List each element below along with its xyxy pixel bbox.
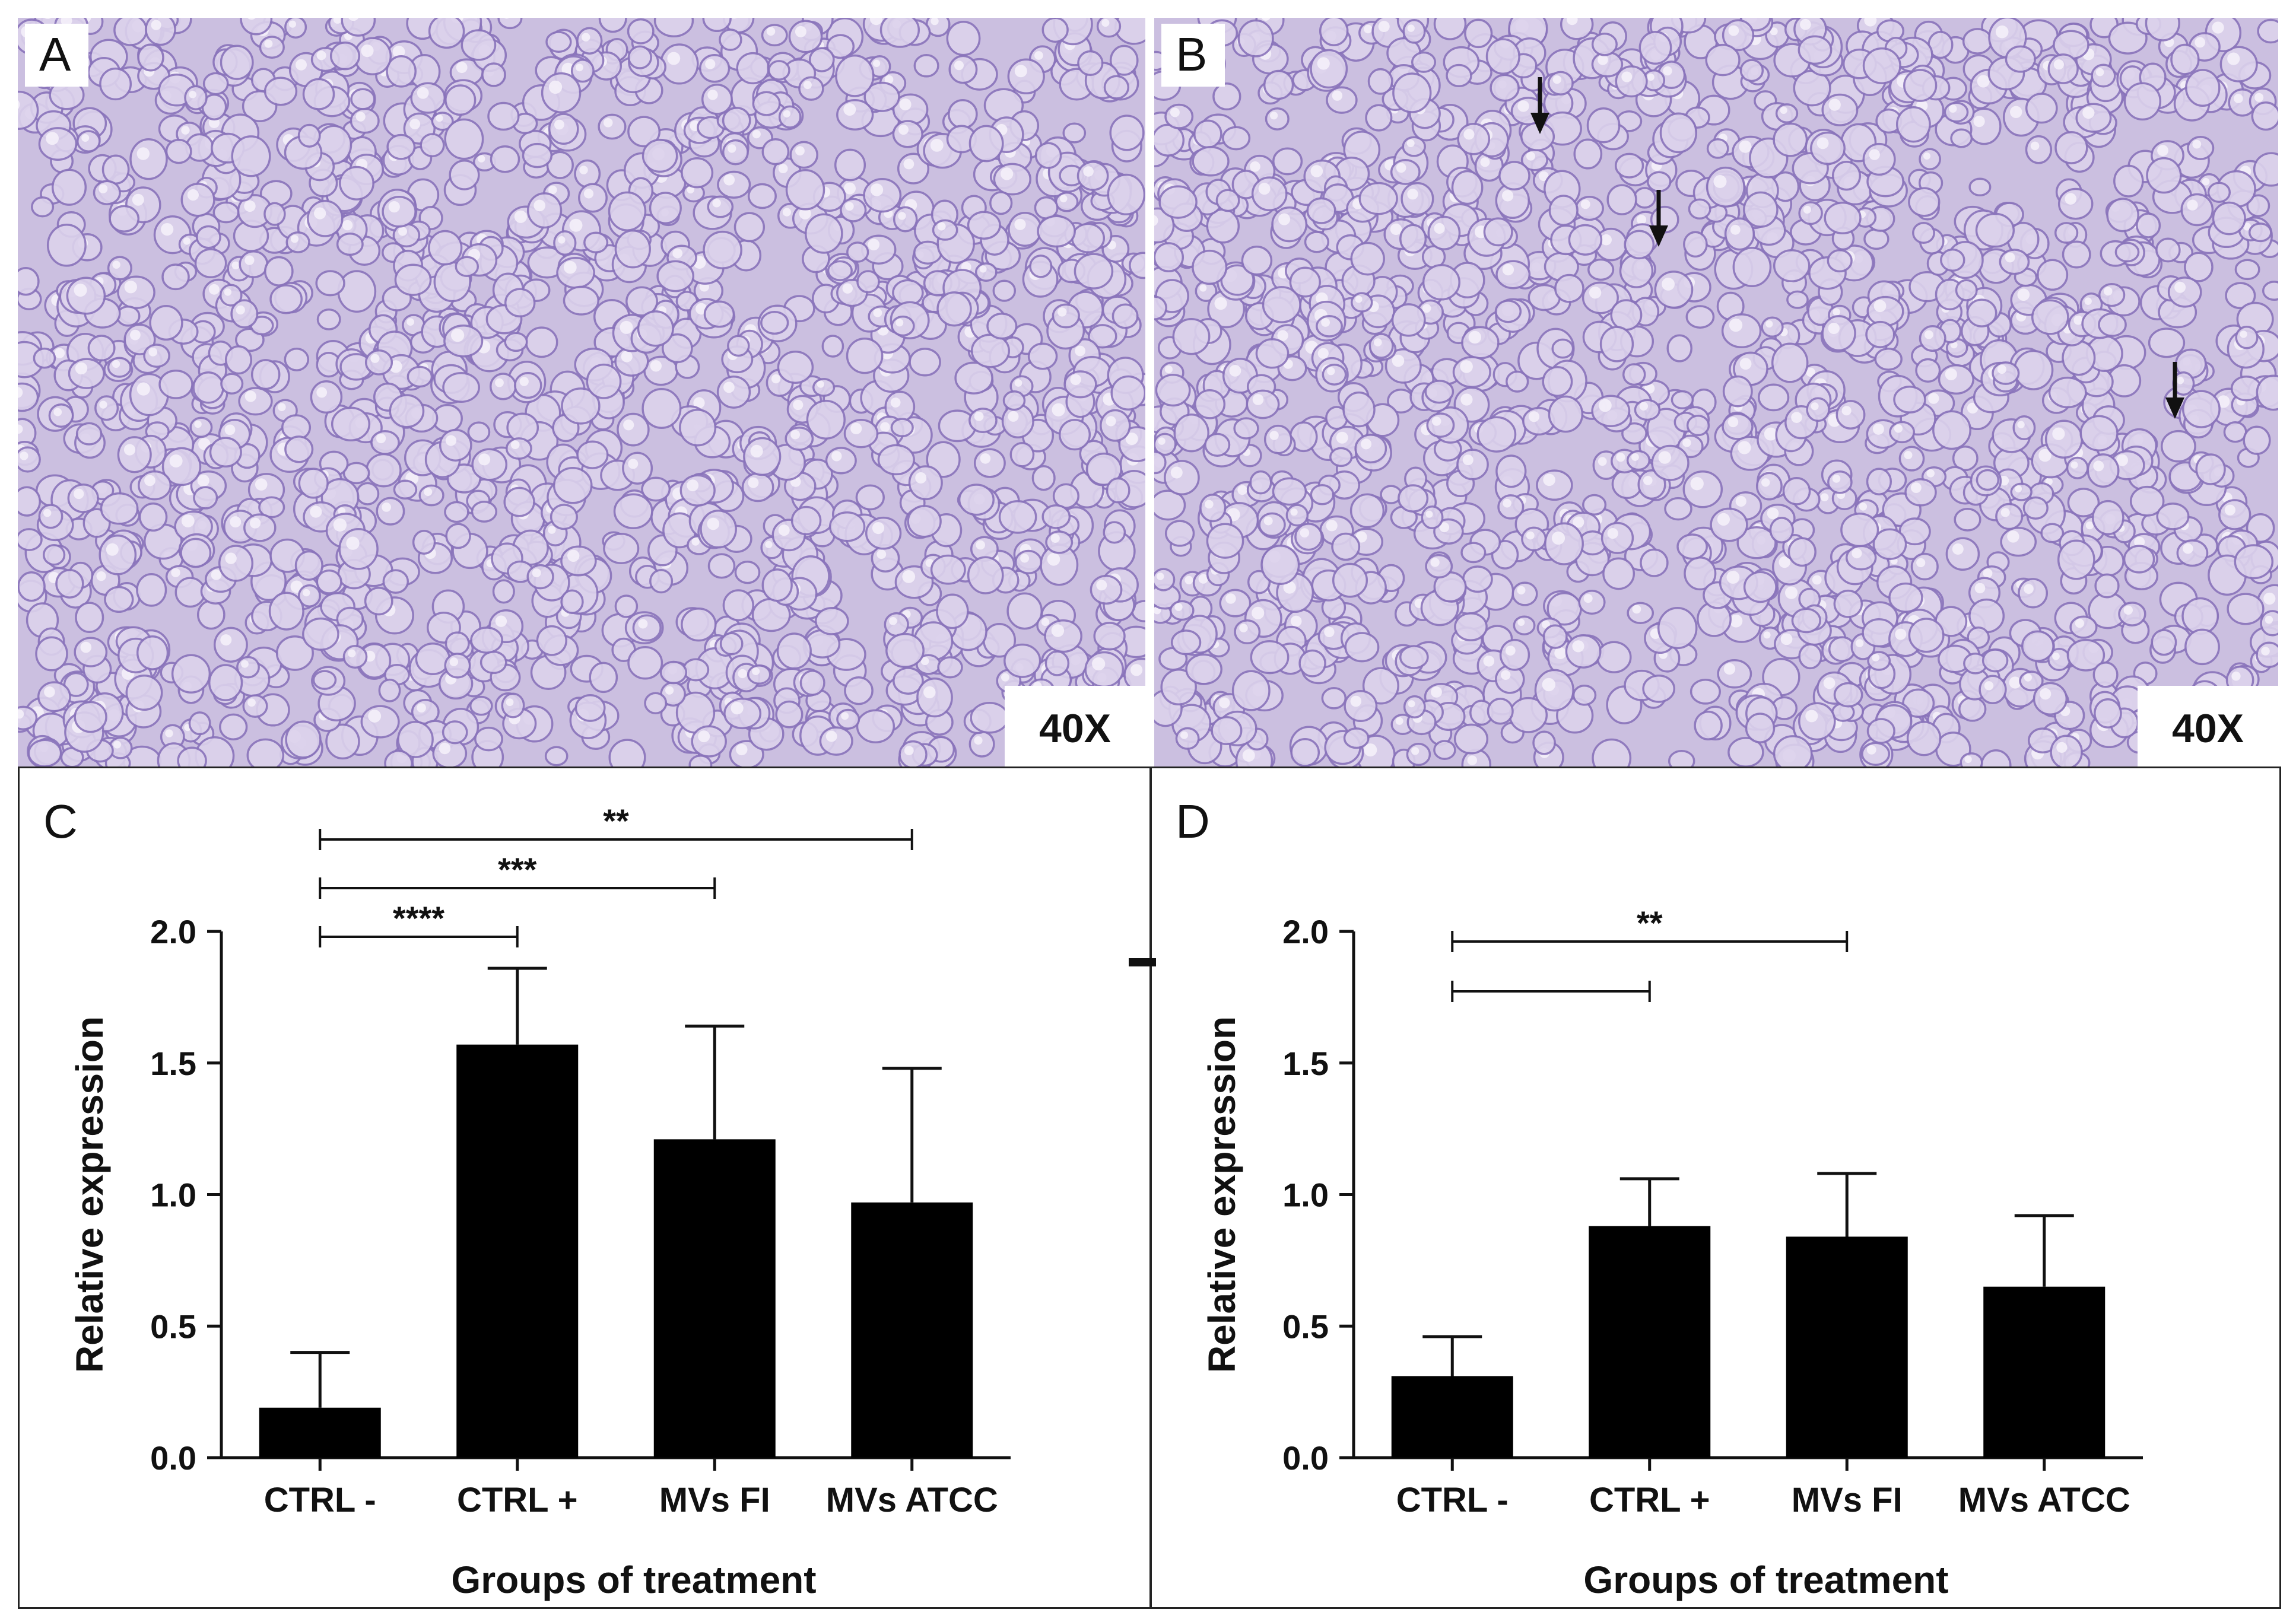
panel-letter-b: B <box>1161 24 1225 87</box>
x-axis-title: Groups of treatment <box>451 1559 816 1601</box>
bar <box>1391 1376 1513 1458</box>
cell-texture <box>1154 18 2278 767</box>
micrograph-b-image <box>1154 18 2278 767</box>
arrow-marker <box>2165 362 2184 419</box>
center-dash-mark <box>1129 958 1156 966</box>
arrow-marker <box>1649 190 1668 247</box>
panel-letter-d: D <box>1176 795 1210 848</box>
y-tick-label: 0.5 <box>150 1308 196 1345</box>
bar-chart-d: 0.0 0.5 1.0 1.5 2.0 CTRL - CTRL + MVs FI MVs ATC… <box>1201 904 2143 1601</box>
x-category-label: MVs FI <box>1792 1481 1903 1519</box>
y-tick-label: 1.5 <box>1282 1045 1329 1082</box>
bar <box>851 1202 973 1458</box>
x-category-label: CTRL - <box>264 1481 376 1519</box>
x-category-label: MVs ATCC <box>1958 1481 2130 1519</box>
significance-label: ** <box>1637 904 1663 942</box>
significance-label: ** <box>603 802 629 839</box>
micrograph-a-image <box>18 18 1145 767</box>
significance-bracket <box>1451 931 1849 952</box>
y-tick-label: 0.0 <box>150 1439 196 1477</box>
y-tick-label: 1.0 <box>1282 1176 1329 1214</box>
significance-label: *** <box>498 851 537 888</box>
magnification-label-a: 40X <box>1005 686 1145 767</box>
y-tick-label: 1.0 <box>150 1176 196 1214</box>
y-tick-label: 0.0 <box>1282 1439 1329 1477</box>
bar-chart-c: 0.0 0.5 1.0 1.5 2.0 CTRL - CTRL + MVs FI MVs ATC… <box>68 802 1011 1601</box>
x-category-label: MVs FI <box>659 1481 770 1519</box>
arrow-marker <box>1530 77 1549 134</box>
chart-panel-c: C 0.0 0.5 1.0 1.5 2.0 CTRL - CTRL + MVs FI MVs A… <box>18 767 1151 1609</box>
panel-letter-a: A <box>25 24 89 87</box>
magnification-label-b: 40X <box>2138 686 2278 767</box>
bar <box>1786 1236 1908 1458</box>
y-tick-label: 0.5 <box>1282 1308 1329 1345</box>
micrograph-panel-b: B 40X <box>1154 18 2278 767</box>
significance-bracket <box>1451 981 1651 1002</box>
y-tick-label: 2.0 <box>150 913 196 950</box>
y-axis-title: Relative expression <box>1201 1016 1243 1373</box>
bar <box>456 1044 579 1458</box>
cell-texture <box>18 18 1145 767</box>
significance-label: **** <box>393 899 444 937</box>
y-tick-label: 2.0 <box>1282 913 1329 950</box>
chart-panel-d: D 0.0 0.5 1.0 1.5 2.0 CTRL - CTRL + MVs FI MVs A… <box>1150 767 2281 1609</box>
bar <box>653 1139 776 1458</box>
x-category-label: MVs ATCC <box>826 1481 998 1519</box>
significance-bracket <box>319 877 716 899</box>
x-category-label: CTRL + <box>1589 1481 1710 1519</box>
y-axis-title: Relative expression <box>68 1016 111 1373</box>
y-tick-label: 1.5 <box>150 1045 196 1082</box>
x-category-label: CTRL - <box>1396 1481 1509 1519</box>
bar <box>1589 1226 1711 1458</box>
bar <box>259 1407 381 1458</box>
bar <box>1983 1286 2106 1458</box>
x-axis-title: Groups of treatment <box>1583 1559 1948 1601</box>
micrograph-panel-a: A 40X <box>18 18 1145 767</box>
significance-bracket <box>319 829 913 850</box>
significance-bracket <box>319 926 519 947</box>
panel-letter-c: C <box>43 795 78 848</box>
x-category-label: CTRL + <box>457 1481 578 1519</box>
